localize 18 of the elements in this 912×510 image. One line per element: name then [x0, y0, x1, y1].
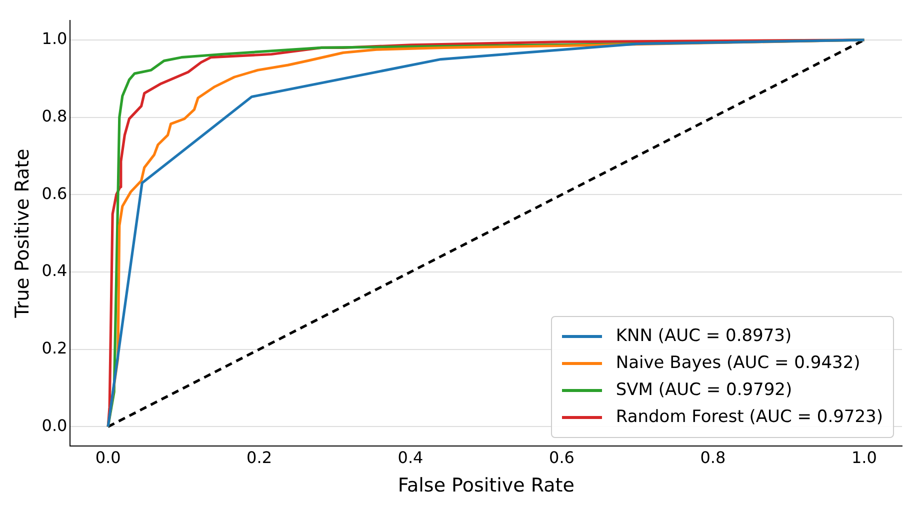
legend-label: SVM (AUC = 0.9792): [616, 379, 792, 402]
x-tick-label: 0.2: [246, 448, 272, 467]
y-tick-label: 0.2: [42, 338, 68, 358]
x-tick-label: 0.6: [549, 448, 574, 467]
legend-label: KNN (AUC = 0.8973): [616, 325, 792, 348]
x-tick-label: 0.4: [398, 448, 424, 467]
y-tick-label: 0.6: [42, 184, 68, 203]
y-tick-label: 1.0: [42, 29, 68, 48]
x-axis-title: False Positive Rate: [398, 474, 574, 497]
y-tick-label: 0.4: [42, 261, 68, 280]
x-tick-label: 0.0: [95, 448, 121, 467]
y-axis-title: True Positive Rate: [11, 148, 34, 319]
legend-label: Random Forest (AUC = 0.9723): [616, 406, 883, 429]
y-tick-label: 0.8: [42, 106, 68, 126]
legend-label: Naive Bayes (AUC = 0.9432): [616, 352, 860, 375]
x-tick-label: 1.0: [851, 448, 877, 467]
y-tick-label: 0.0: [42, 416, 68, 435]
x-tick-label: 0.8: [700, 448, 726, 467]
